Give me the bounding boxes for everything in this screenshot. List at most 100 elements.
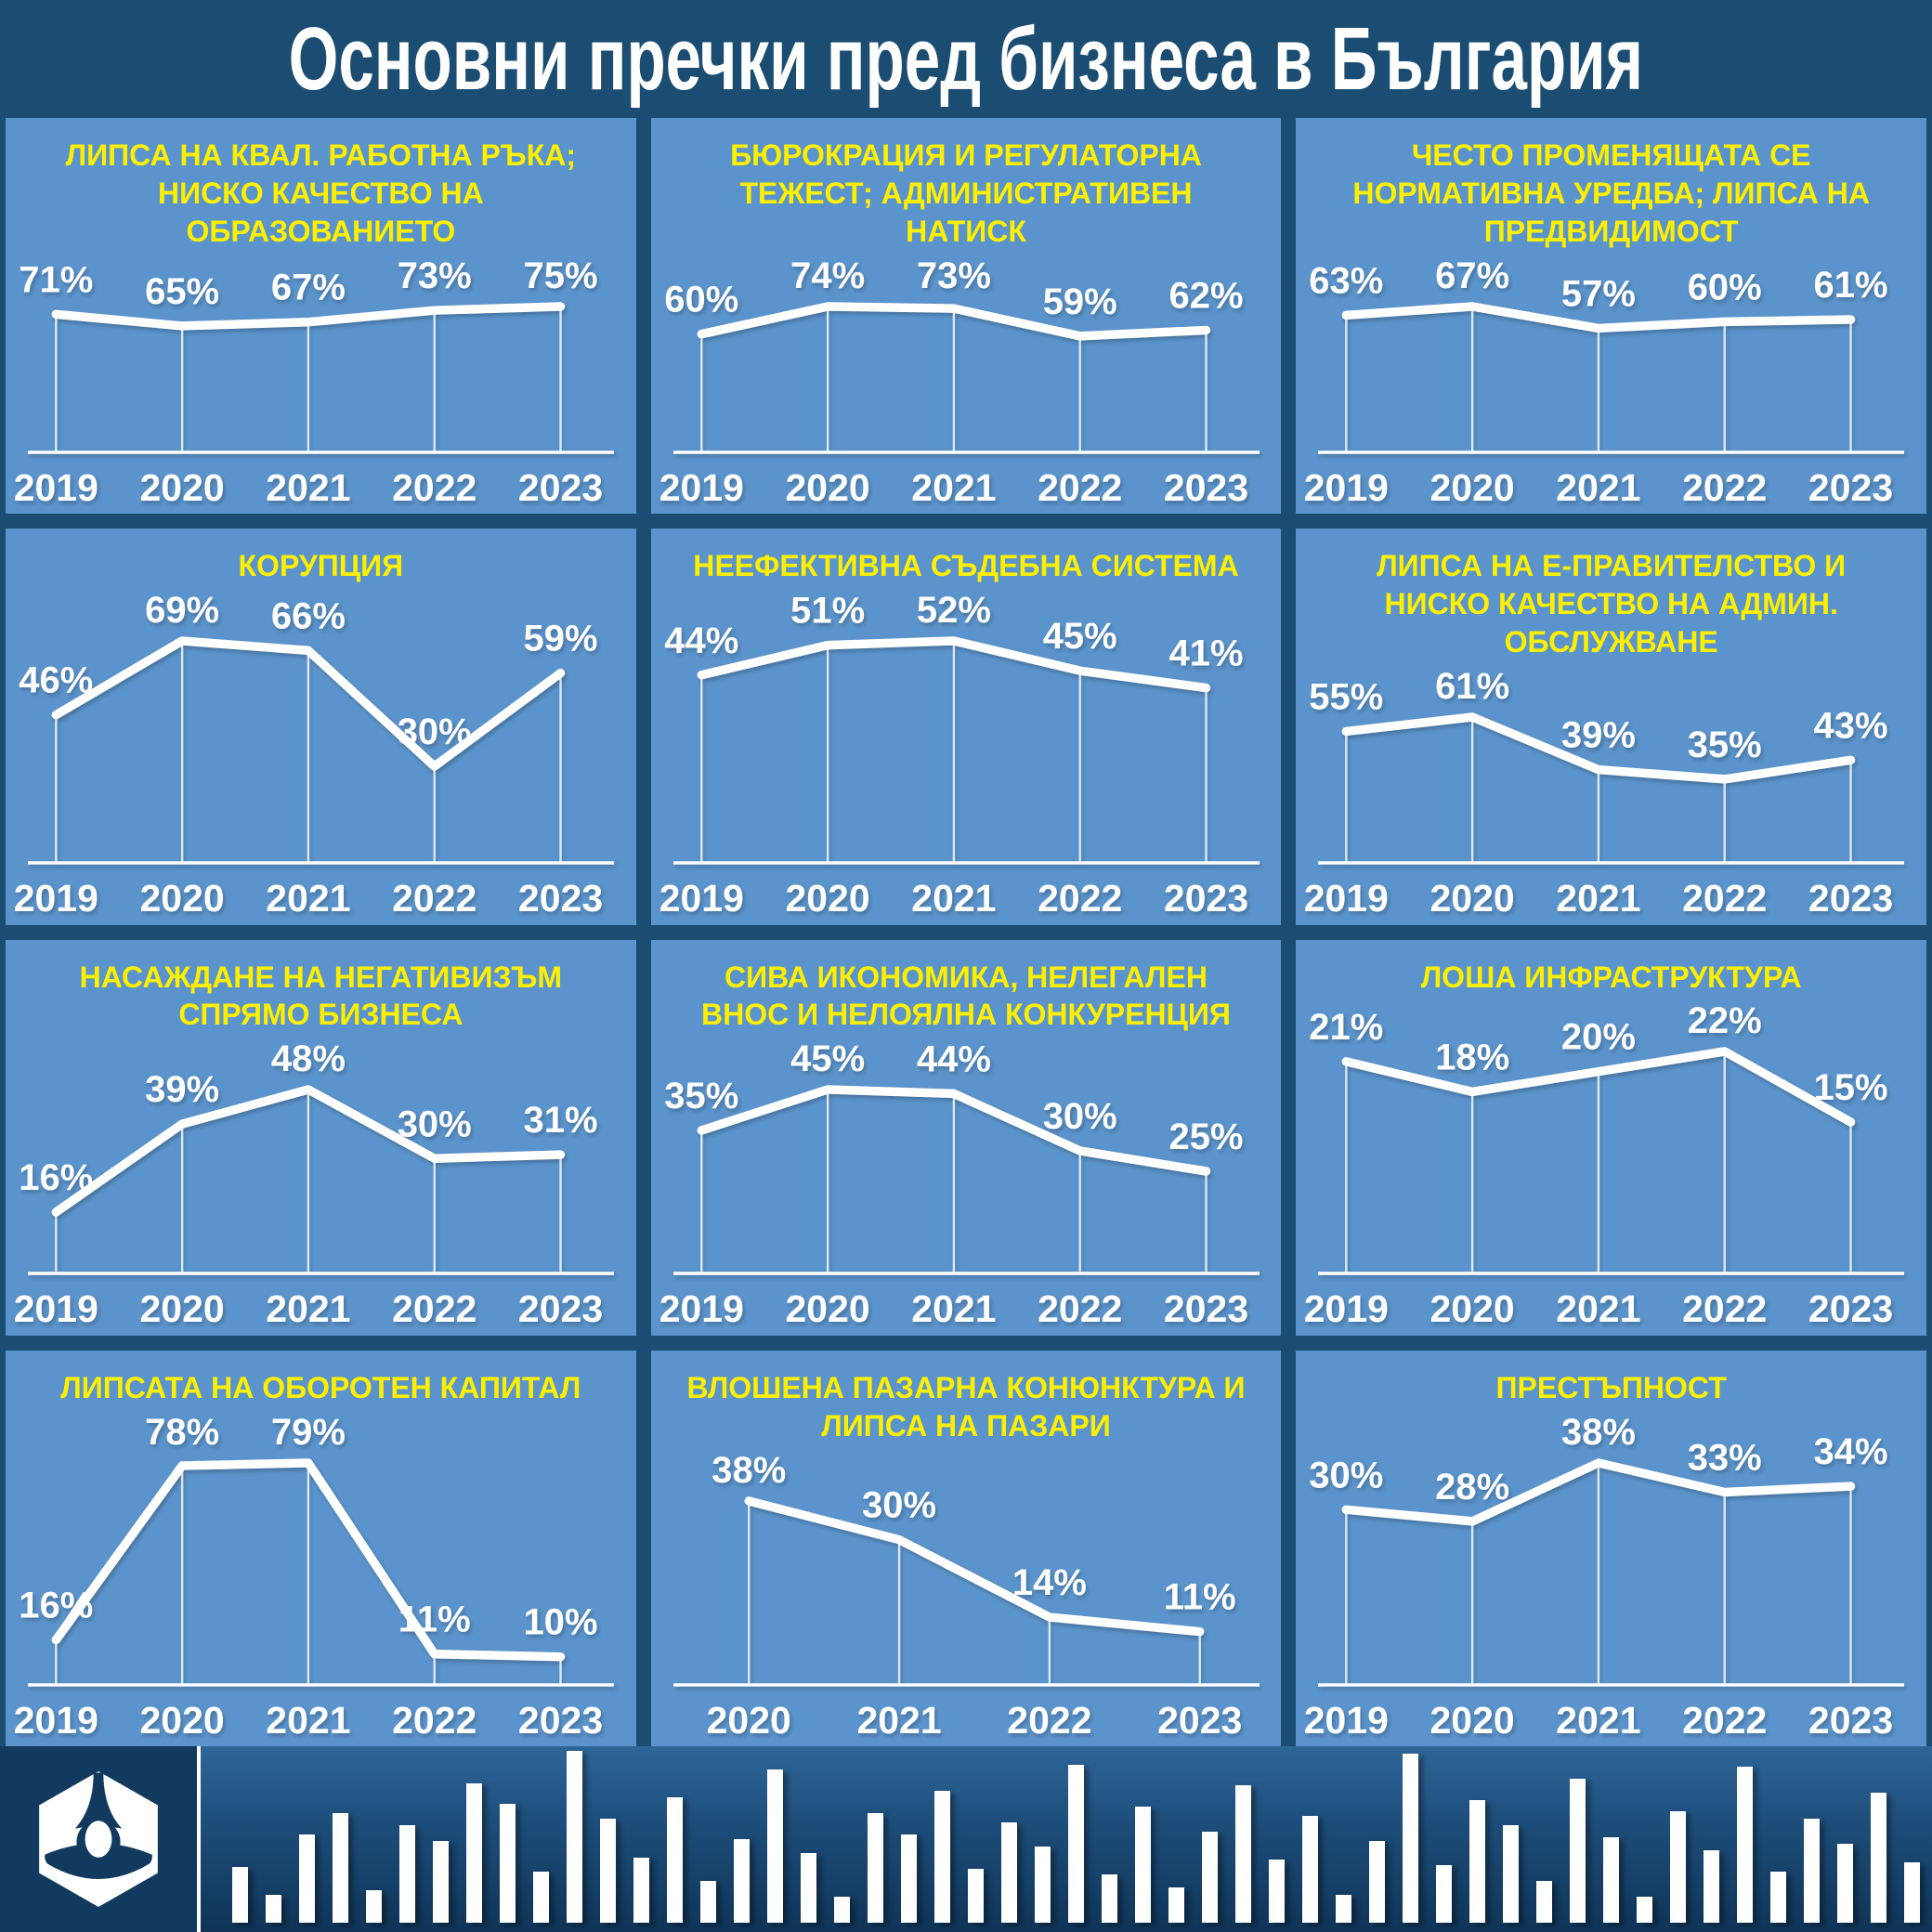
line-chart: 55% 61% 39% 35% 43% 2019 2020 2021 2022 2023 [1296,663,1926,924]
equalizer-bar [1637,1897,1652,1923]
data-label: 18% [1435,1038,1509,1078]
data-label: 63% [1310,260,1384,301]
equalizer-bar [1570,1779,1586,1923]
data-label: 60% [664,280,738,320]
data-label: 79% [271,1412,346,1453]
line-chart-svg: 35% 45% 44% 30% 25% 2019 2020 2021 2022 2023 [659,1038,1260,1330]
x-tick-label: 2022 [1038,877,1122,920]
trend-line [51,302,566,331]
chart-panel: ВЛОШЕНА ПАЗАРНА КОНЮНКТУРА И ЛИПСА НА ПА… [650,1350,1282,1746]
data-label: 75% [523,255,597,296]
line-chart: 63% 67% 57% 60% 61% 2019 2020 2021 2022 2023 [1296,253,1926,514]
x-tick-label: 2020 [1430,466,1515,509]
data-label: 78% [145,1412,219,1453]
trend-line [1341,1047,1856,1128]
chart-panel: ЛИПСА НА Е-ПРАВИТЕЛСТВО И НИСКО КАЧЕСТВО… [1296,529,1926,925]
equalizer-bar [1369,1841,1385,1923]
x-tick-label: 2022 [392,1287,476,1330]
trend-line [1341,1457,1856,1526]
data-label: 57% [1561,273,1636,314]
equalizer-bar [834,1897,850,1923]
chart-panel: ЛОША ИНФРАСТРУКТУРА 21% 18% 20% 22% 15% 2019 20… [1296,939,1926,1336]
x-tick-label: 2020 [140,466,225,509]
data-label: 25% [1168,1116,1243,1157]
data-label: 73% [398,255,472,296]
x-tick-label: 2022 [1682,1699,1767,1742]
equalizer-bar [667,1797,683,1923]
data-label: 34% [1814,1431,1888,1472]
data-label: 20% [1561,1017,1636,1058]
trend-line [1341,302,1856,333]
equalizer-bar [1436,1865,1452,1923]
line-chart-svg: 44% 51% 52% 45% 41% 2019 2020 2021 2022 2023 [659,590,1260,920]
line-chart-svg: 16% 78% 79% 11% 10% 2019 2020 2021 2022 2023 [14,1412,614,1742]
x-tick-label: 2020 [1430,877,1515,920]
equalizer-bar [1770,1872,1786,1923]
chart-panel: СИВА ИКОНОМИКА, НЕЛЕГАЛЕН ВНОС И НЕЛОЯЛН… [650,939,1282,1336]
panel-title: ЛИПСА НА КВАЛ. РАБОТНА РЪКА; НИСКО КАЧЕС… [65,138,576,248]
x-tick-label: 2023 [518,466,603,509]
equalizer-bar [1135,1807,1151,1923]
data-label: 74% [790,255,865,296]
data-label: 38% [711,1450,786,1491]
data-label: 15% [1814,1067,1888,1108]
equalizer-bar [1603,1837,1619,1923]
equalizer-bar [1536,1881,1552,1923]
data-label: 33% [1688,1437,1762,1478]
data-label: 41% [1168,633,1243,674]
x-tick-label: 2022 [1007,1699,1091,1742]
x-tick-label: 2021 [266,877,350,920]
footer [0,1746,1932,1932]
x-tick-label: 2020 [140,1699,225,1742]
data-label: 69% [145,590,219,631]
x-tick-label: 2019 [14,466,98,509]
line-chart: 71% 65% 67% 73% 75% 2019 2020 2021 2022 2023 [6,253,636,514]
x-tick-label: 2021 [266,1699,350,1742]
line-chart-svg: 21% 18% 20% 22% 15% 2019 2020 2021 2022 2023 [1304,1000,1905,1330]
panel-title: СИВА ИКОНОМИКА, НЕЛЕГАЛЕН ВНОС И НЕЛОЯЛН… [701,959,1231,1032]
equalizer-bar [1670,1811,1686,1923]
panel-title: БЮРОКРАЦИЯ И РЕГУЛАТОРНА ТЕЖЕСТ; АДМИНИС… [730,138,1202,248]
trend-line [51,1457,566,1662]
x-tick-label: 2021 [1557,877,1641,920]
equalizer-bar [333,1813,348,1923]
line-chart: 16% 39% 48% 30% 31% 2019 2020 2021 2022 2023 [6,1036,636,1335]
data-label: 10% [523,1601,597,1642]
data-label: 71% [19,259,93,300]
x-tick-label: 2019 [659,877,743,920]
panel-title: ЛИПСА НА Е-ПРАВИТЕЛСТВО И НИСКО КАЧЕСТВО… [1377,549,1847,659]
x-tick-label: 2023 [1808,877,1893,920]
line-chart-svg: 55% 61% 39% 35% 43% 2019 2020 2021 2022 2023 [1304,666,1905,920]
x-tick-label: 2020 [1430,1287,1515,1330]
chart-panel: НЕЕФЕКТИВНА СЪДЕБНА СИСТЕМА 44% 51% 52% 45% 4… [650,529,1282,925]
panel-title: ЧЕСТО ПРОМЕНЯЩАТА СЕ НОРМАТИВНА УРЕДБА; … [1352,138,1870,248]
data-label: 52% [917,590,991,631]
data-label: 59% [1042,281,1116,322]
x-tick-label: 2023 [518,877,603,920]
x-tick-label: 2022 [392,877,476,920]
line-chart-svg: 30% 28% 38% 33% 34% 2019 2020 2021 2022 2023 [1304,1412,1905,1742]
trend-line [1341,712,1856,784]
equalizer-bar [734,1839,750,1923]
chart-panel: КОРУПЦИЯ 46% 69% 66% 30% 59% 2019 2020 2021 2022 2… [6,529,636,925]
x-tick-label: 2020 [706,1699,790,1742]
equalizer-bar [968,1869,984,1923]
trend-line [744,1495,1205,1637]
data-label: 48% [271,1038,346,1079]
chart-panel: ПРЕСТЪПНОСТ 30% 28% 38% 33% 34% 2019 2020 2021 20… [1296,1350,1926,1746]
x-tick-label: 2020 [785,466,869,509]
x-tick-label: 2019 [659,466,743,509]
data-label: 46% [19,660,93,701]
line-chart: 16% 78% 79% 11% 10% 2019 2020 2021 2022 2023 [6,1409,636,1746]
trend-line [697,302,1210,341]
x-tick-label: 2021 [1557,1287,1641,1330]
equalizer-bar [901,1834,917,1923]
equalizer-bar [1804,1819,1820,1923]
x-tick-label: 2023 [1164,877,1248,920]
x-tick-label: 2022 [1682,466,1767,509]
line-chart: 60% 74% 73% 59% 62% 2019 2020 2021 2022 2023 [651,253,1282,514]
trend-line [51,1085,566,1218]
x-tick-label: 2019 [659,1287,743,1330]
equalizer-bar [567,1751,582,1923]
equalizer-bar [633,1858,649,1923]
